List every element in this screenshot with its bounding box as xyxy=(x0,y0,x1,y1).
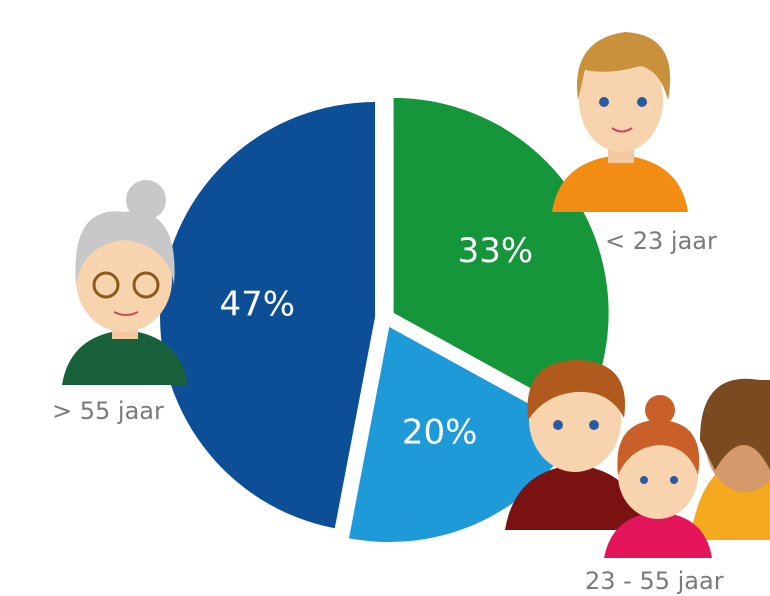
category-label: > 55 jaar xyxy=(52,397,164,425)
category-label: < 23 jaar xyxy=(605,227,717,255)
icon-family xyxy=(505,360,770,558)
icon-elderly xyxy=(62,180,188,385)
value-label: 33% xyxy=(458,231,534,271)
category-label: 23 - 55 jaar xyxy=(585,567,724,595)
value-label: 20% xyxy=(402,413,478,453)
icon-young xyxy=(552,32,688,212)
value-label: 47% xyxy=(220,284,296,324)
chart: 33% 20% 47% < 23 jaar 23 - 55 jaar xyxy=(0,0,770,596)
